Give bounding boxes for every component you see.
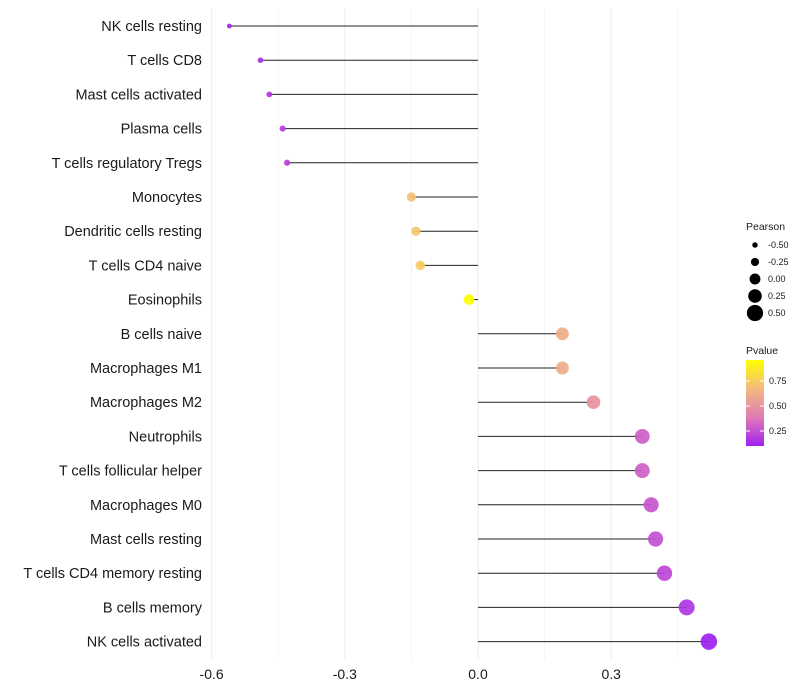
- data-point: [415, 260, 426, 271]
- data-point: [257, 57, 264, 63]
- size-legend-key: [750, 257, 760, 267]
- category-label: Macrophages M2: [90, 395, 202, 411]
- color-legend-label: 0.25: [769, 426, 787, 436]
- category-label: B cells naive: [121, 327, 202, 343]
- data-point: [643, 497, 659, 513]
- data-point: [279, 125, 286, 132]
- size-legend-label: -0.50: [768, 240, 789, 250]
- size-legend-label: -0.25: [768, 257, 789, 267]
- data-point: [411, 226, 421, 236]
- category-label: Monocytes: [132, 190, 202, 206]
- y-axis-labels: NK cells resting T cells CD8 Mast cells ac…: [23, 19, 202, 651]
- category-label: Macrophages M0: [90, 498, 202, 514]
- category-label: NK cells resting: [101, 19, 202, 35]
- x-tick-label: 0.0: [468, 666, 488, 682]
- data-point: [656, 565, 673, 581]
- size-legend-key: [752, 242, 758, 248]
- x-tick-label: 0.3: [601, 666, 621, 682]
- lollipop-stems: [229, 25, 709, 643]
- size-legend-label: 0.00: [768, 274, 786, 284]
- size-legend-label: 0.25: [768, 291, 786, 301]
- category-label: Mast cells resting: [90, 532, 202, 548]
- grid-lines: [211, 8, 679, 660]
- color-legend-title: Pvalue: [746, 345, 778, 357]
- category-label: T cells CD4 naive: [89, 258, 202, 274]
- size-legend-label: 0.50: [768, 308, 786, 318]
- color-legend: Pvalue 0.75 0.50 0.25: [746, 345, 787, 446]
- category-label: T cells CD4 memory resting: [23, 566, 202, 582]
- lollipop-points: [226, 23, 718, 650]
- data-point: [634, 463, 650, 479]
- x-tick-label: -0.3: [333, 666, 357, 682]
- data-point: [678, 599, 695, 616]
- data-point: [406, 192, 417, 202]
- data-point: [555, 361, 569, 375]
- data-point: [463, 294, 475, 305]
- size-legend-title: Pearson: [746, 221, 785, 233]
- category-label: Mast cells activated: [75, 87, 202, 103]
- category-label: T cells CD8: [127, 53, 202, 69]
- color-legend-label: 0.50: [769, 401, 787, 411]
- category-label: Eosinophils: [128, 293, 202, 309]
- category-label: T cells follicular helper: [59, 464, 202, 480]
- data-point: [555, 327, 569, 341]
- size-legend: Pearson -0.50 -0.25 0.00 0.25 0.50: [746, 221, 789, 322]
- size-legend-key: [746, 304, 764, 322]
- x-tick-label: -0.6: [200, 666, 224, 682]
- color-legend-bar: [746, 360, 764, 446]
- category-label: B cells memory: [103, 600, 203, 616]
- category-label: Macrophages M1: [90, 361, 202, 377]
- category-label: NK cells activated: [87, 635, 202, 651]
- data-point: [586, 395, 601, 410]
- size-legend-key: [748, 289, 762, 303]
- data-point: [700, 633, 718, 650]
- category-label: T cells regulatory Tregs: [52, 156, 202, 172]
- data-point: [226, 23, 232, 29]
- color-legend-label: 0.75: [769, 376, 787, 386]
- category-label: Neutrophils: [129, 429, 202, 445]
- data-point: [266, 91, 273, 98]
- data-point: [648, 531, 664, 547]
- data-point: [283, 159, 291, 166]
- x-axis-labels: -0.6 -0.3 0.0 0.3: [200, 666, 622, 682]
- size-legend-key: [749, 273, 761, 285]
- data-point: [634, 428, 650, 444]
- category-label: Dendritic cells resting: [64, 224, 202, 240]
- category-label: Plasma cells: [121, 122, 202, 138]
